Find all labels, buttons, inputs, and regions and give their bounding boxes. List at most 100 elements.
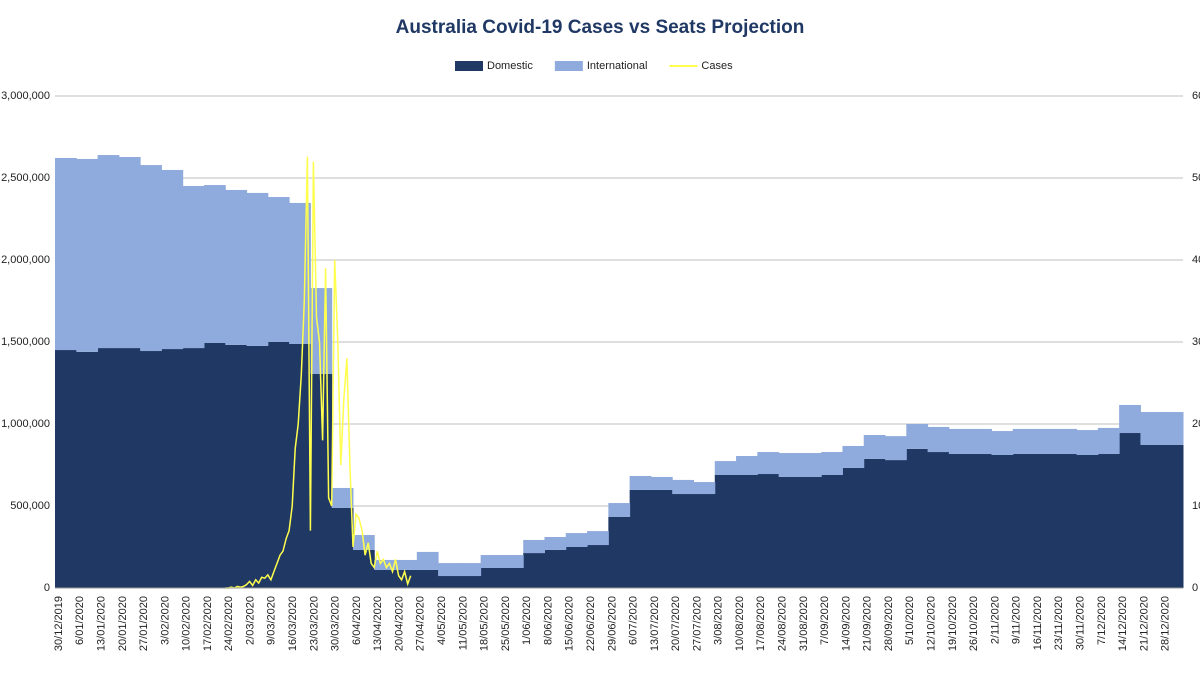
y2-tick-label: 300 bbox=[1192, 336, 1200, 348]
x-tick-label: 2/11/2020 bbox=[989, 596, 1001, 644]
area-step bbox=[565, 533, 588, 547]
area-step bbox=[1161, 444, 1184, 588]
area-step bbox=[991, 431, 1014, 455]
x-tick-label: 5/10/2020 bbox=[904, 596, 916, 645]
x-tick-label: 4/05/2020 bbox=[436, 596, 448, 645]
area-step bbox=[608, 516, 631, 588]
area-step bbox=[55, 157, 77, 351]
x-tick-label: 20/01/2020 bbox=[117, 596, 129, 651]
area-step bbox=[672, 479, 694, 495]
x-tick-label: 24/08/2020 bbox=[777, 596, 789, 651]
area-step bbox=[906, 448, 929, 588]
y-tick-label: 0 bbox=[44, 582, 50, 594]
x-tick-label: 15/06/2020 bbox=[564, 596, 576, 651]
area-step bbox=[970, 428, 992, 455]
area-step bbox=[799, 453, 822, 477]
x-tick-label: 11/05/2020 bbox=[457, 596, 469, 650]
area-step bbox=[140, 351, 162, 588]
x-tick-label: 13/01/2020 bbox=[95, 596, 107, 651]
area-step bbox=[714, 475, 737, 588]
area-step bbox=[161, 349, 184, 588]
area-step bbox=[55, 350, 77, 588]
area-step bbox=[76, 158, 99, 352]
x-tick-label: 8/06/2020 bbox=[542, 596, 554, 645]
area-step bbox=[948, 454, 971, 588]
area-step bbox=[863, 434, 886, 459]
y2-tick-label: 600 bbox=[1192, 90, 1200, 102]
area-step bbox=[459, 563, 482, 577]
x-tick-label: 22/06/2020 bbox=[585, 596, 597, 651]
area-step bbox=[310, 373, 333, 588]
area-step bbox=[544, 536, 567, 550]
area-step bbox=[331, 507, 354, 588]
area-step bbox=[799, 476, 822, 588]
x-tick-label: 14/09/2020 bbox=[840, 596, 852, 651]
x-tick-label: 18/05/2020 bbox=[479, 596, 491, 651]
area-step bbox=[778, 453, 801, 477]
x-tick-label: 28/12/2020 bbox=[1160, 596, 1172, 651]
x-tick-label: 23/03/2020 bbox=[308, 596, 320, 651]
area-step bbox=[842, 467, 865, 588]
x-tick-label: 10/08/2020 bbox=[734, 596, 746, 651]
area-step bbox=[885, 460, 907, 588]
area-step bbox=[523, 539, 546, 554]
area-step bbox=[480, 567, 503, 588]
area-step bbox=[438, 576, 460, 588]
area-step bbox=[331, 487, 354, 508]
area-step bbox=[416, 569, 439, 588]
area-step bbox=[161, 169, 184, 350]
x-tick-label: 7/09/2020 bbox=[819, 596, 831, 645]
area-step bbox=[310, 288, 333, 374]
area-step bbox=[693, 482, 716, 495]
area-step bbox=[1076, 454, 1099, 588]
x-tick-label: 29/06/2020 bbox=[606, 596, 618, 651]
area-step bbox=[523, 553, 546, 588]
x-tick-label: 27/01/2020 bbox=[138, 596, 150, 651]
area-step bbox=[118, 348, 141, 588]
y-tick-label: 3,000,000 bbox=[1, 90, 50, 102]
y-tick-label: 1,500,000 bbox=[1, 336, 50, 348]
y2-tick-label: 0 bbox=[1192, 582, 1198, 594]
y-tick-label: 500,000 bbox=[10, 500, 50, 512]
x-tick-label: 26/10/2020 bbox=[968, 596, 980, 651]
legend-label: International bbox=[587, 60, 648, 72]
y2-tick-label: 500 bbox=[1192, 172, 1200, 184]
area-step bbox=[1140, 444, 1163, 588]
x-tick-label: 9/11/2020 bbox=[1011, 596, 1023, 644]
area-step bbox=[970, 454, 992, 588]
x-tick-label: 27/07/2020 bbox=[691, 596, 703, 651]
x-tick-label: 7/12/2020 bbox=[1096, 596, 1108, 645]
area-step bbox=[203, 342, 226, 588]
area-step bbox=[650, 476, 673, 490]
area-step bbox=[757, 474, 780, 588]
area-step bbox=[225, 189, 248, 345]
y-tick-label: 2,000,000 bbox=[1, 254, 50, 266]
x-tick-label: 6/01/2020 bbox=[74, 596, 86, 645]
area-step bbox=[97, 155, 120, 349]
cases-line bbox=[225, 156, 412, 589]
x-tick-label: 21/09/2020 bbox=[862, 596, 874, 651]
area-step bbox=[778, 476, 801, 588]
area-step bbox=[544, 549, 567, 588]
x-tick-label: 16/03/2020 bbox=[287, 596, 299, 651]
x-tick-label: 3/02/2020 bbox=[159, 596, 171, 645]
x-tick-label: 23/11/2020 bbox=[1053, 596, 1065, 650]
area-step bbox=[352, 549, 375, 588]
area-step bbox=[289, 343, 311, 588]
y-tick-label: 1,000,000 bbox=[1, 418, 50, 430]
area-step bbox=[1140, 412, 1163, 445]
x-tick-label: 12/10/2020 bbox=[926, 596, 938, 651]
area-step bbox=[736, 475, 758, 588]
legend-label: Cases bbox=[701, 60, 733, 72]
area-step bbox=[480, 555, 503, 568]
x-tick-label: 10/02/2020 bbox=[181, 596, 193, 651]
x-tick-label: 21/12/2020 bbox=[1138, 596, 1150, 651]
chart-title: Australia Covid-19 Cases vs Seats Projec… bbox=[396, 17, 805, 38]
area-step bbox=[1119, 404, 1141, 434]
area-step bbox=[1161, 412, 1184, 445]
area-step bbox=[459, 576, 482, 588]
area-step bbox=[1055, 454, 1078, 588]
legend-label: Domestic bbox=[487, 60, 533, 72]
legend-swatch bbox=[455, 61, 483, 71]
